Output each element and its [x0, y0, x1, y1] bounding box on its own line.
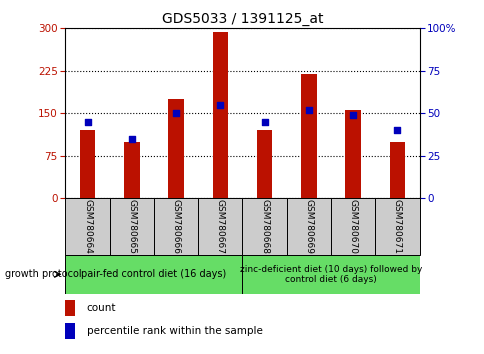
Bar — [65, 323, 75, 339]
Bar — [389, 142, 404, 198]
Point — [216, 102, 224, 108]
Bar — [212, 32, 227, 198]
Bar — [168, 99, 183, 198]
Point — [172, 110, 180, 116]
FancyBboxPatch shape — [242, 198, 286, 255]
Point — [393, 127, 400, 133]
Title: GDS5033 / 1391125_at: GDS5033 / 1391125_at — [162, 12, 322, 26]
Text: zinc-deficient diet (10 days) followed by
control diet (6 days): zinc-deficient diet (10 days) followed b… — [239, 265, 422, 284]
Point — [84, 119, 91, 125]
Text: count: count — [87, 303, 116, 313]
FancyBboxPatch shape — [153, 198, 198, 255]
FancyBboxPatch shape — [242, 255, 419, 294]
Point — [348, 112, 356, 118]
FancyBboxPatch shape — [109, 198, 153, 255]
Text: GSM780669: GSM780669 — [304, 199, 313, 254]
Text: GSM780668: GSM780668 — [259, 199, 269, 254]
Bar — [301, 74, 316, 198]
FancyBboxPatch shape — [330, 198, 375, 255]
Text: GSM780667: GSM780667 — [215, 199, 225, 254]
Text: GSM780671: GSM780671 — [392, 199, 401, 254]
Text: percentile rank within the sample: percentile rank within the sample — [87, 326, 262, 336]
Bar — [345, 110, 360, 198]
Point — [260, 119, 268, 125]
FancyBboxPatch shape — [286, 198, 330, 255]
Text: pair-fed control diet (16 days): pair-fed control diet (16 days) — [81, 269, 226, 279]
Bar — [65, 299, 75, 316]
FancyBboxPatch shape — [375, 198, 419, 255]
Text: growth protocol: growth protocol — [5, 269, 81, 279]
Point — [128, 136, 136, 142]
FancyBboxPatch shape — [65, 198, 109, 255]
Text: GSM780670: GSM780670 — [348, 199, 357, 254]
Point — [304, 107, 312, 113]
Bar — [80, 130, 95, 198]
Text: GSM780665: GSM780665 — [127, 199, 136, 254]
FancyBboxPatch shape — [65, 255, 242, 294]
Text: GSM780666: GSM780666 — [171, 199, 180, 254]
Text: GSM780664: GSM780664 — [83, 199, 92, 254]
Bar — [124, 142, 139, 198]
Bar — [257, 130, 272, 198]
FancyBboxPatch shape — [198, 198, 242, 255]
